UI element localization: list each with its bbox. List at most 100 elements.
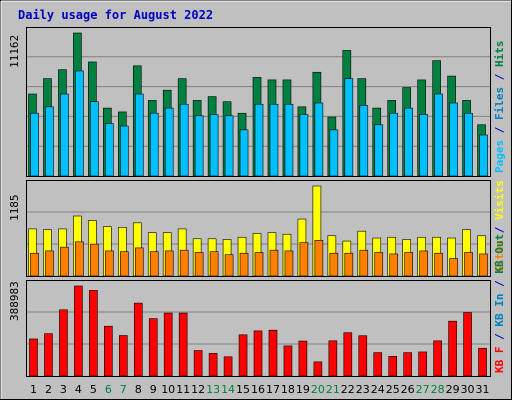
- day-label: 28: [431, 383, 445, 396]
- right-label-segment: Visits: [493, 180, 506, 220]
- bar-kbf: [104, 325, 113, 377]
- chart-title: Daily usage for August 2022: [18, 8, 213, 22]
- bar-pages: [239, 129, 249, 177]
- bar-sites: [134, 247, 144, 277]
- bar-kbf: [313, 361, 323, 377]
- panel-border-visits: [26, 180, 491, 277]
- bar-sites: [105, 250, 114, 277]
- bar-sites: [149, 251, 159, 277]
- bar-sites: [269, 249, 279, 277]
- bar-pages: [149, 112, 159, 177]
- day-label: 17: [266, 383, 280, 396]
- bar-pages: [90, 101, 99, 177]
- bar-pages: [209, 114, 219, 177]
- day-label: 19: [296, 383, 310, 396]
- panel-border-hits: [26, 27, 491, 177]
- bar-pages: [224, 115, 234, 177]
- bar-sites: [254, 252, 264, 277]
- day-label: 9: [150, 383, 157, 396]
- day-label: 6: [105, 383, 112, 396]
- bar-pages: [329, 129, 339, 177]
- bar-pages: [60, 93, 69, 177]
- day-label: 31: [476, 383, 490, 396]
- day-label: 13: [206, 383, 220, 396]
- day-label: 4: [75, 383, 82, 396]
- day-label: 14: [221, 383, 235, 396]
- day-label: 11: [176, 383, 190, 396]
- bar-kbf: [133, 302, 143, 377]
- day-label: 2: [45, 383, 52, 396]
- bar-pages: [359, 105, 369, 177]
- bar-kbf: [193, 350, 203, 377]
- bar-pages: [134, 93, 144, 177]
- right-label-visits: Sites / Visits: [493, 180, 506, 273]
- bar-kbf: [373, 352, 383, 377]
- bar-kbf: [178, 312, 188, 377]
- day-label: 26: [401, 383, 415, 396]
- day-label: 20: [311, 383, 325, 396]
- bar-pages: [434, 93, 443, 177]
- right-label-segment: Sites: [493, 240, 506, 273]
- day-label: 21: [326, 383, 340, 396]
- bar-sites: [60, 246, 69, 277]
- bar-sites: [179, 249, 189, 277]
- bar-pages: [120, 125, 129, 177]
- day-label: 12: [191, 383, 205, 396]
- bar-kbf: [223, 356, 233, 377]
- day-label: 22: [341, 383, 355, 396]
- bar-sites: [389, 253, 399, 277]
- day-label: 5: [90, 383, 97, 396]
- panel-border-kbf: [26, 280, 491, 377]
- bar-kbf: [418, 351, 427, 377]
- bar-kbf: [328, 340, 338, 377]
- bar-pages: [30, 112, 39, 177]
- bar-sites: [45, 250, 54, 277]
- bar-kbf: [253, 330, 263, 377]
- day-label: 7: [120, 383, 127, 396]
- bar-sites: [30, 252, 39, 277]
- bar-sites: [75, 241, 84, 277]
- bar-sites: [449, 258, 458, 277]
- bar-pages: [284, 103, 294, 177]
- bar-sites: [434, 252, 443, 277]
- right-label-segment: Pages: [493, 140, 506, 173]
- bar-pages: [254, 103, 264, 177]
- bar-sites: [464, 252, 473, 277]
- bar-sites: [299, 242, 309, 277]
- day-label: 3: [60, 383, 67, 396]
- bar-kbf: [208, 353, 218, 377]
- bar-sites: [90, 243, 99, 277]
- bar-kbf: [238, 334, 248, 377]
- bar-pages: [75, 70, 84, 177]
- bar-pages: [479, 134, 488, 177]
- bar-kbf: [148, 318, 158, 377]
- right-label-hits: Pages / Files / Hits: [493, 41, 506, 174]
- bar-sites: [239, 252, 249, 277]
- bar-pages: [344, 78, 354, 177]
- bar-kbf: [119, 335, 128, 377]
- right-label-segment: /: [493, 274, 506, 294]
- bar-sites: [344, 252, 354, 277]
- bar-sites: [374, 252, 384, 277]
- bar-pages: [269, 103, 279, 177]
- day-label: 16: [251, 383, 265, 396]
- bar-pages: [105, 123, 114, 177]
- right-label-segment: KB In: [493, 294, 506, 327]
- day-label: 18: [281, 383, 295, 396]
- day-label: 27: [416, 383, 430, 396]
- bar-sites: [209, 251, 219, 277]
- day-label: 30: [461, 383, 475, 396]
- bar-sites: [164, 250, 174, 277]
- max-label-kbf: 388983: [8, 281, 21, 321]
- bar-sites: [194, 252, 204, 277]
- bar-sites: [120, 251, 129, 277]
- day-label: 1: [30, 383, 37, 396]
- bar-pages: [449, 102, 458, 177]
- right-label-segment: /: [493, 220, 506, 240]
- day-label: 23: [356, 383, 370, 396]
- right-label-segment: KB Out: [493, 234, 506, 274]
- bar-sites: [224, 254, 234, 277]
- bar-pages: [404, 107, 413, 177]
- bar-pages: [374, 124, 384, 177]
